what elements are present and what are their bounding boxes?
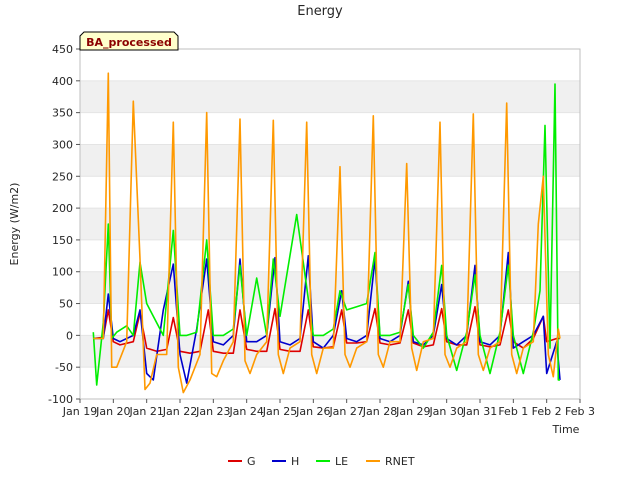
legend-label-h: H	[291, 455, 299, 468]
plot-area	[79, 48, 581, 400]
y-tick-label: -100	[48, 393, 73, 406]
x-tick-label: Jan 20	[95, 405, 130, 418]
x-tick-label: Jan 21	[128, 405, 163, 418]
grid-band	[80, 271, 580, 304]
x-tick-label: Feb 1	[498, 405, 528, 418]
x-tick-label: Jan 23	[195, 405, 230, 418]
grid-bands	[80, 80, 580, 368]
x-tick-label: Jan 25	[262, 405, 297, 418]
processed-badge: BA_processed	[79, 31, 179, 51]
y-tick-label: 350	[52, 107, 73, 120]
x-tick-label: Jan 19	[62, 405, 97, 418]
x-tick-label: Jan 30	[428, 405, 463, 418]
series-lines	[92, 72, 561, 394]
x-tick-label: Jan 27	[328, 405, 363, 418]
legend-label-rnet: RNET	[385, 455, 415, 468]
y-tick-label: 300	[52, 138, 73, 151]
x-tick-label: Jan 28	[362, 405, 397, 418]
chart-title: Energy	[297, 4, 343, 19]
x-tick-label: Feb 2	[532, 405, 562, 418]
y-axis-ticks: -100 -50 0 50 100 150 200 250 300 350 400 450	[48, 43, 80, 406]
y-tick-label: 100	[52, 266, 73, 279]
y-axis-label: Energy (W/m2)	[8, 183, 21, 266]
y-tick-label: 250	[52, 170, 73, 183]
y-tick-label: 450	[52, 43, 73, 56]
x-tick-label: Jan 24	[228, 405, 263, 418]
x-tick-label: Feb 3	[565, 405, 595, 418]
x-tick-label: Jan 29	[395, 405, 430, 418]
grid-band	[80, 144, 580, 177]
grid-band	[80, 80, 580, 113]
y-tick-label: 150	[52, 234, 73, 247]
badge-label: BA_processed	[86, 36, 172, 49]
y-tick-label: 0	[66, 329, 73, 342]
y-tick-label: 50	[59, 298, 73, 311]
y-tick-label: 200	[52, 202, 73, 215]
legend-label-g: G	[247, 455, 256, 468]
y-tick-label: 400	[52, 75, 73, 88]
x-tick-label: Jan 31	[462, 405, 497, 418]
series-line-rnet	[93, 72, 561, 394]
grid-band	[80, 208, 580, 240]
x-tick-label: Jan 22	[162, 405, 197, 418]
legend-label-le: LE	[335, 455, 348, 468]
x-axis-label: Time	[552, 423, 580, 436]
legend: G H LE RNET	[228, 455, 415, 468]
y-tick-label: -50	[55, 361, 73, 374]
series-line-le	[92, 83, 560, 386]
badge-box	[79, 31, 179, 51]
x-tick-label: Jan 26	[295, 405, 330, 418]
